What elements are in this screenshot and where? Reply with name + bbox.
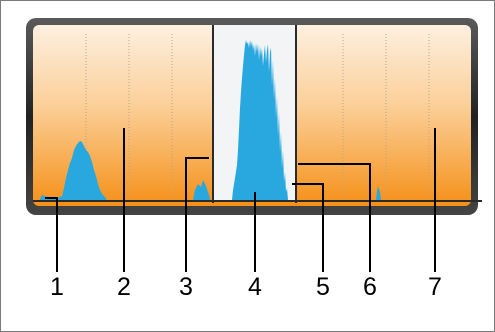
callout-line-5 xyxy=(292,183,324,272)
histogram-peak-main xyxy=(232,40,288,200)
callout-line-3 xyxy=(185,157,209,272)
histogram-peak-left xyxy=(40,141,106,200)
histogram-bump-right xyxy=(376,186,381,200)
callout-label-5: 5 xyxy=(316,273,330,301)
callout-label-4: 4 xyxy=(248,273,262,301)
callout-label-1: 1 xyxy=(50,273,64,301)
callout-label-6: 6 xyxy=(363,273,377,301)
callout-label-7: 7 xyxy=(428,273,442,301)
callout-line-1 xyxy=(45,197,58,272)
callout-line-6 xyxy=(298,163,371,272)
callout-label-2: 2 xyxy=(117,273,131,301)
callout-label-3: 3 xyxy=(179,273,193,301)
callout-lines xyxy=(45,128,436,272)
grid-lines xyxy=(85,34,430,198)
histogram-bump-small xyxy=(193,180,210,200)
